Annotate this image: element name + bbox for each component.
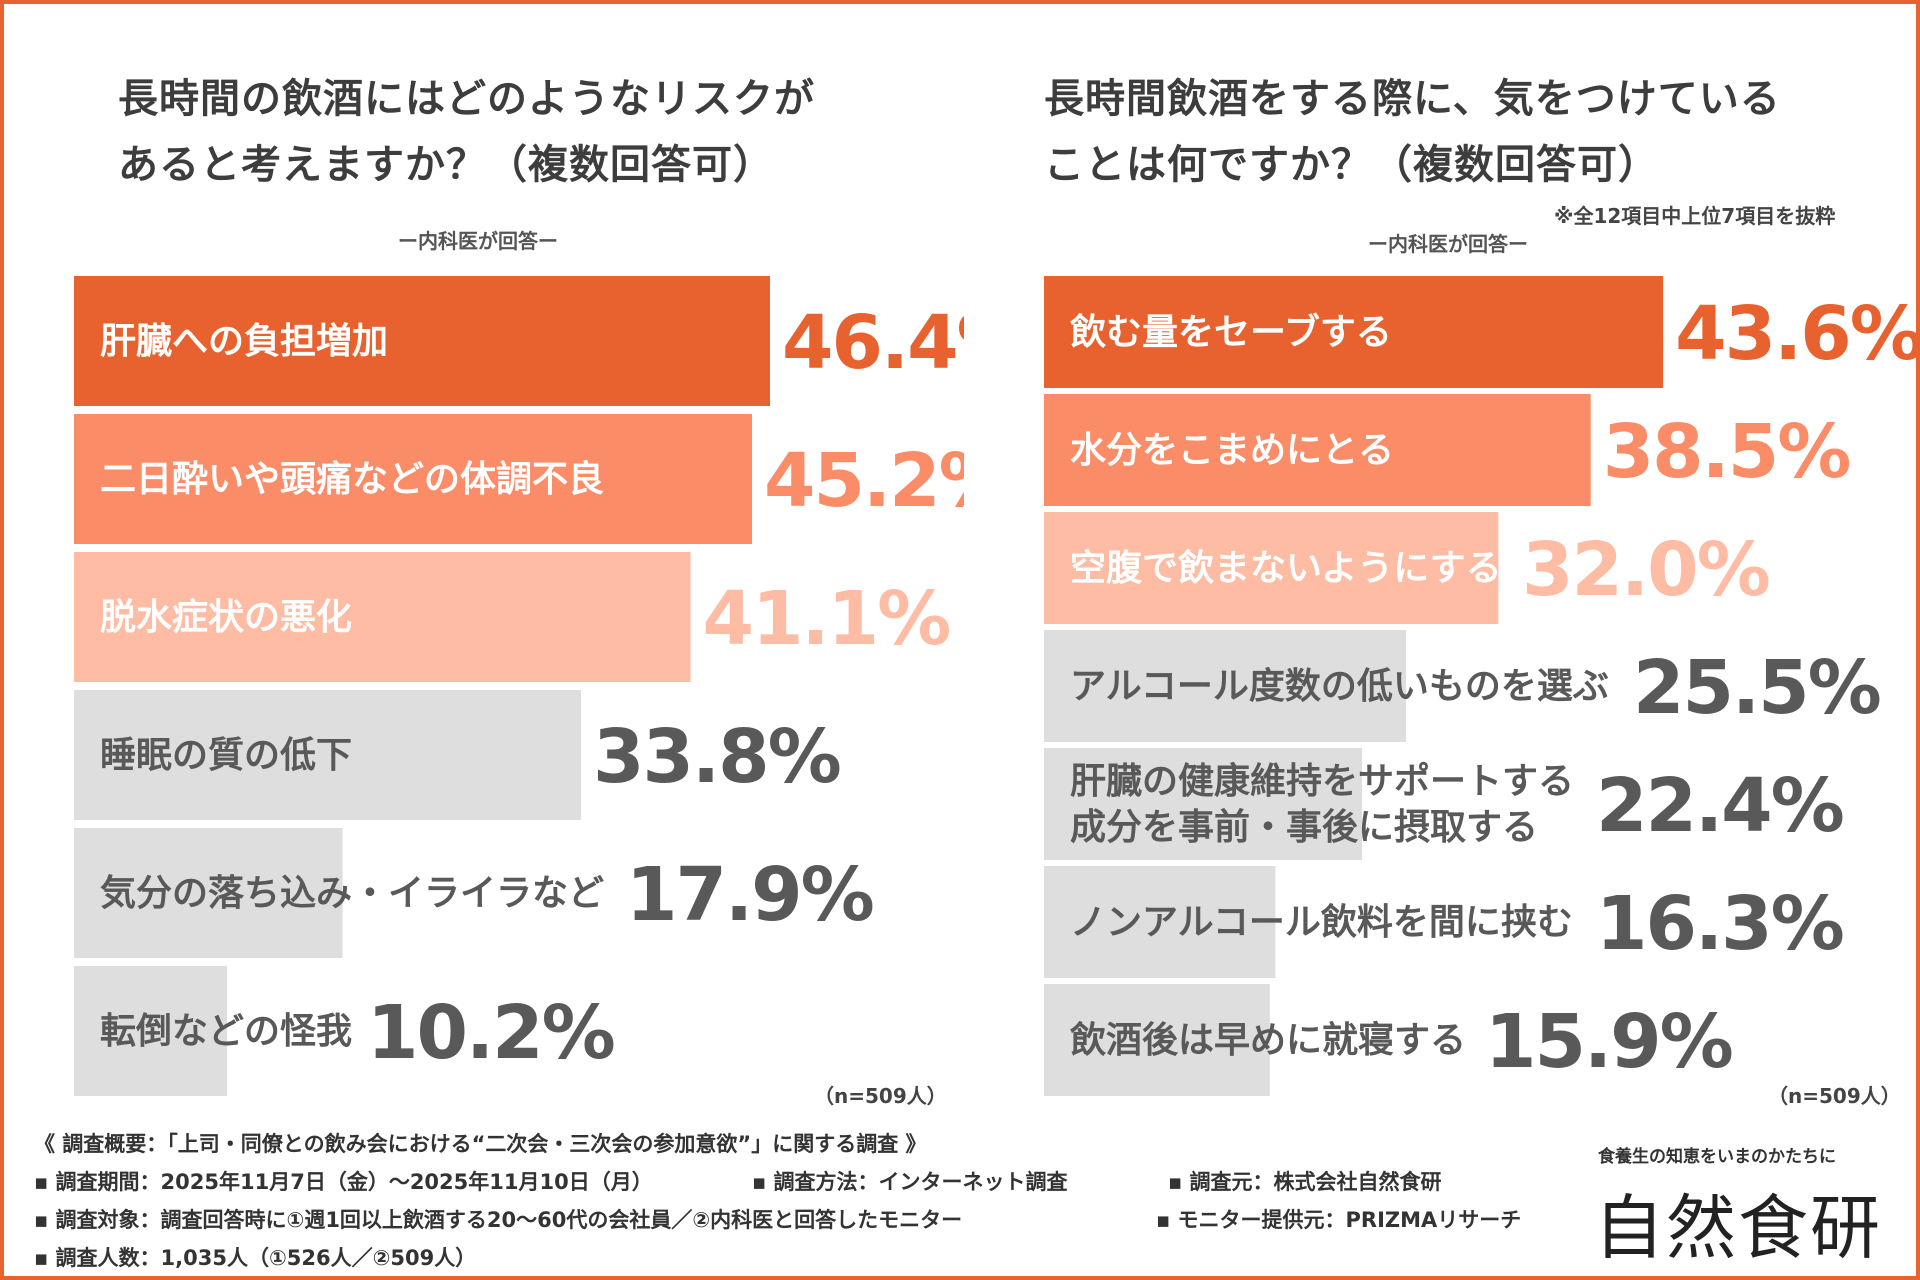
right-category-label: ノンアルコール飲料を間に挟む — [1070, 902, 1573, 943]
left-bar-2 — [74, 414, 752, 544]
left-bar-5 — [74, 828, 343, 958]
survey-method: ▪ 調査方法：インターネット調査 — [752, 1170, 1068, 1194]
right-category-label: 飲む量をセーブする — [1070, 311, 1392, 353]
survey-count: ▪ 調査人数：1,035人（①526人／②509人） — [34, 1246, 477, 1270]
right-title-line2: ことは何ですか？（複数回答可） — [1044, 142, 1659, 188]
right-bar-7 — [1044, 984, 1270, 1096]
right-bar-3 — [1044, 512, 1499, 624]
right-value-label: 15.9% — [1485, 999, 1732, 1085]
brand-logo: 自然食研 — [1594, 1187, 1882, 1269]
right-value-label: 38.5% — [1603, 409, 1850, 495]
right-bar-2 — [1044, 394, 1591, 506]
right-sample-size: （n=509人） — [1768, 1084, 1901, 1108]
left-subtitle: ー内科医が回答ー — [398, 229, 558, 253]
right-category-label: 成分を事前・事後に摂取する — [1070, 807, 1538, 848]
left-category-label: 気分の落ち込み・イライラなど — [100, 873, 604, 914]
right-bar-4 — [1044, 630, 1407, 742]
brand-tagline: 食養生の知恵をいまのかたちに — [1598, 1147, 1836, 1167]
right-title-line1: 長時間飲酒をする際に、気をつけている — [1044, 76, 1781, 122]
right-subtitle: ー内科医が回答ー — [1368, 232, 1528, 256]
right-value-label: 16.3% — [1596, 881, 1843, 967]
right-bar-5 — [1044, 748, 1363, 860]
left-value-label: 10.2% — [367, 990, 614, 1076]
left-value-label: 41.1% — [703, 576, 950, 662]
survey-target: ▪ 調査対象：調査回答時に①週1回以上飲酒する20〜60代の会社員／②内科医と回… — [34, 1208, 963, 1232]
left-value-label: 45.2% — [764, 438, 964, 524]
right-value-label: 22.4% — [1596, 763, 1843, 849]
left-bar-3 — [74, 552, 691, 682]
left-category-label: 二日酔いや頭痛などの体調不良 — [100, 459, 604, 500]
left-value-label: 17.9% — [626, 852, 873, 938]
right-category-label: 水分をこまめにとる — [1070, 430, 1394, 471]
right-bar-1 — [1044, 276, 1664, 388]
right-category-label: 空腹で飲まないようにする — [1070, 548, 1502, 589]
left-value-label: 46.4% — [782, 300, 964, 386]
left-category-label: 脱水症状の悪化 — [100, 597, 352, 638]
left-category-label: 転倒などの怪我 — [100, 1011, 352, 1052]
chart-risks: 肝臓への負担増加 46.4% 二日酔いや頭痛などの体調不良 45.2% 脱水症状の悪化 4… — [74, 276, 964, 1096]
survey-period: ▪ 調査期間：2025年11月7日（金）〜2025年11月10日（月） — [34, 1170, 653, 1194]
left-value-label: 33.8% — [593, 714, 840, 800]
left-title-line2: あると考えますか？（複数回答可） — [118, 142, 774, 188]
left-title-line1: 長時間の飲酒にはどのようなリスクが — [118, 76, 815, 122]
right-category-label: 肝臓の健康維持をサポートする — [1070, 760, 1574, 802]
survey-monitor: ▪ モニター提供元：PRIZMAリサーチ — [1156, 1208, 1522, 1232]
survey-source: ▪ 調査元：株式会社自然食研 — [1168, 1170, 1442, 1194]
right-bar-6 — [1044, 866, 1276, 978]
left-bar-1 — [74, 276, 770, 406]
right-value-label: 43.6% — [1675, 291, 1916, 377]
left-bar-4 — [74, 690, 581, 820]
left-category-label: 肝臓への負担増加 — [100, 321, 388, 362]
right-note: ※全12項目中上位7項目を抜粋 — [1554, 204, 1836, 228]
right-value-label: 25.5% — [1633, 645, 1880, 731]
right-value-label: 32.0% — [1522, 527, 1769, 613]
infographic: 長時間の飲酒にはどのようなリスクが あると考えますか？（複数回答可） ー内科医が… — [4, 4, 1916, 1276]
right-category-label: アルコール度数の低いものを選ぶ — [1070, 666, 1609, 707]
left-category-label: 睡眠の質の低下 — [100, 735, 352, 776]
left-bar-6 — [74, 966, 227, 1096]
right-category-label: 飲酒後は早めに就寝する — [1070, 1019, 1466, 1061]
survey-summary: 《 調査概要：「上司・同僚との飲み会における“二次会・三次会の参加意欲”」に関す… — [34, 1132, 927, 1156]
chart-precautions: 飲む量をセーブする 43.6% 水分をこまめにとる 38.5% 空腹で飲まないようにする… — [1044, 276, 1916, 1096]
left-sample-size: （n=509人） — [814, 1084, 947, 1108]
